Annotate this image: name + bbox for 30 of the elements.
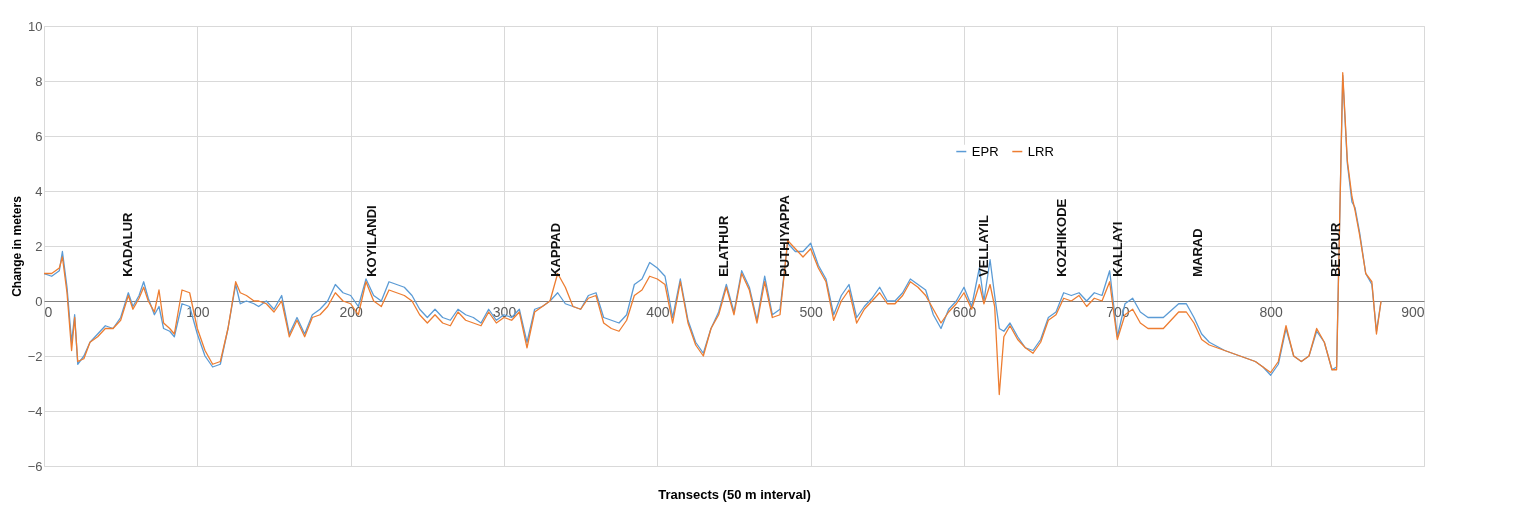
x-tick-label: 300 — [492, 303, 517, 320]
y-tick-label: 10 — [28, 18, 43, 34]
y-tick-label: −4 — [27, 403, 43, 419]
annotation: PUTHIYAPPA — [777, 194, 793, 277]
x-tick-label: 900 — [1401, 303, 1425, 320]
x-tick-label: 600 — [952, 303, 977, 320]
x-tick-label: 400 — [646, 303, 670, 320]
annotation: VELLAYIL — [975, 215, 991, 277]
y-tick-label: 2 — [35, 238, 43, 254]
x-axis-title: Transects (50 m interval) — [658, 486, 811, 502]
annotation: KOZHIKODE — [1054, 198, 1070, 277]
y-tick-label: 4 — [35, 183, 43, 199]
y-tick-label: 0 — [35, 293, 43, 309]
y-tick-label: −6 — [27, 458, 43, 474]
annotation: KALLAYI — [1109, 221, 1125, 277]
y-tick-label: 6 — [35, 128, 43, 144]
annotation: KOYILANDI — [364, 205, 380, 277]
x-tick-label: 500 — [799, 303, 824, 320]
x-tick-label: 800 — [1259, 303, 1284, 320]
x-tick-label: 200 — [339, 303, 364, 320]
legend-label: EPR — [971, 143, 999, 159]
annotation: KADALUR — [120, 211, 136, 277]
annotation: ELATHUR — [716, 215, 732, 277]
annotation: KAPPAD — [547, 222, 563, 277]
legend-label: LRR — [1027, 143, 1054, 159]
y-axis-title: Change in meters — [9, 195, 24, 297]
y-tick-label: −2 — [27, 348, 43, 364]
annotation: MARAD — [1189, 228, 1205, 277]
y-tick-label: 8 — [35, 73, 43, 89]
annotation: BEYPUR — [1327, 222, 1343, 277]
